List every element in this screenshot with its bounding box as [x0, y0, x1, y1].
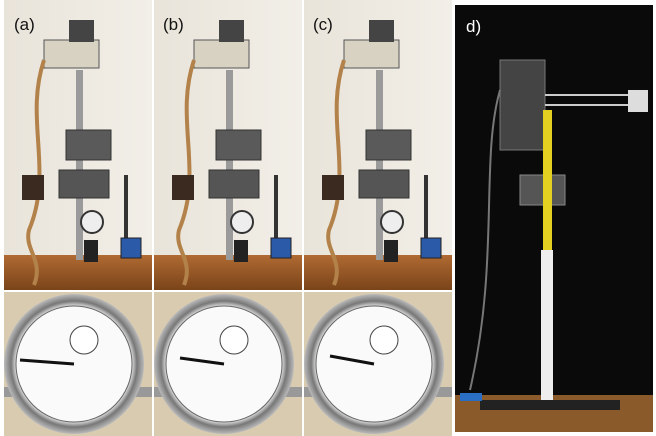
panel-label: (a) [14, 15, 35, 34]
panel-label: (b) [163, 15, 184, 34]
figure: (a) (b) (c) d) [0, 0, 656, 436]
panel-d [455, 5, 653, 432]
panel-a [4, 0, 152, 436]
panel-c [304, 0, 452, 436]
panel-label: (c) [313, 15, 333, 34]
panel-label: d) [466, 17, 481, 36]
panel-b [154, 0, 302, 436]
